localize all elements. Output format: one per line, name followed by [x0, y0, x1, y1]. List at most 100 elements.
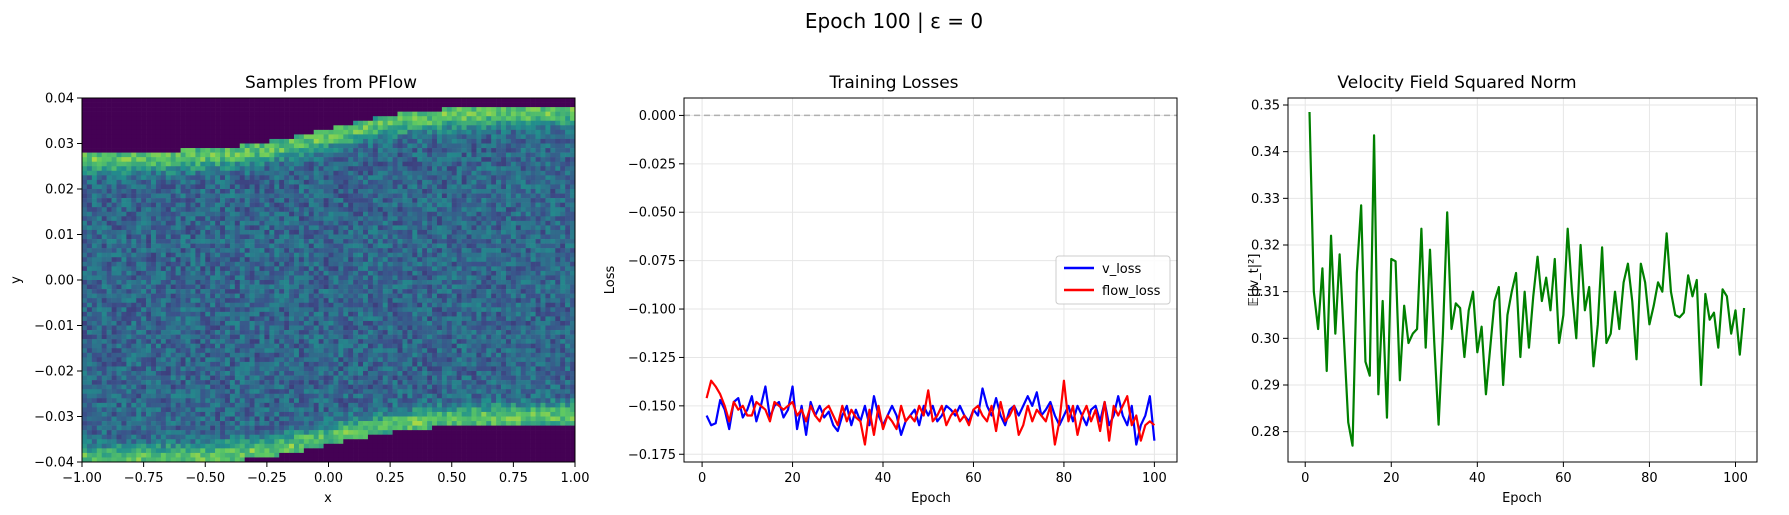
heatmap-cell — [259, 248, 265, 253]
heatmap-cell — [565, 148, 571, 153]
heatmap-cell — [505, 189, 512, 194]
heatmap-cell — [170, 198, 176, 203]
heatmap-cell — [210, 143, 216, 149]
heatmap-cell — [131, 248, 137, 253]
heatmap-cell — [436, 220, 443, 226]
heatmap-cell — [318, 289, 324, 294]
heatmap-cell — [146, 234, 152, 240]
heatmap-cell — [126, 98, 132, 103]
heatmap-cell — [550, 302, 556, 308]
heatmap-cell — [254, 229, 260, 235]
heatmap-cell — [279, 243, 285, 249]
heatmap-cell — [367, 316, 374, 322]
heatmap-cell — [195, 193, 201, 199]
heatmap-cell — [427, 225, 433, 231]
heatmap-cell — [451, 189, 457, 194]
heatmap-cell — [229, 189, 236, 194]
heatmap-cell — [215, 280, 221, 285]
heatmap-cell — [131, 266, 137, 272]
heatmap-cell — [234, 170, 241, 176]
heatmap-cell — [422, 111, 428, 117]
heatmap-cell — [313, 239, 319, 244]
heatmap-cell — [446, 116, 453, 122]
heatmap-cell — [101, 270, 107, 276]
heatmap-cell — [427, 307, 433, 313]
heatmap-cell — [264, 270, 270, 276]
heatmap-cell — [323, 298, 329, 304]
heatmap-cell — [229, 193, 236, 199]
heatmap-cell — [185, 284, 191, 290]
heatmap-cell — [106, 138, 112, 144]
heatmap-cell — [372, 298, 379, 304]
heatmap-cell — [101, 234, 107, 240]
heatmap-cell — [550, 289, 556, 294]
heatmap-cell — [155, 175, 162, 181]
heatmap-cell — [106, 107, 112, 112]
heatmap-cell — [244, 111, 250, 117]
heatmap-cell — [244, 189, 250, 194]
heatmap-cell — [96, 270, 103, 276]
heatmap-cell — [560, 243, 566, 249]
heatmap-cell — [318, 284, 324, 290]
heatmap-cell — [338, 316, 344, 322]
heatmap-cell — [151, 275, 157, 281]
heatmap-cell — [520, 134, 526, 140]
heatmap-cell — [195, 289, 201, 294]
heatmap-cell — [570, 252, 576, 258]
heatmap-cell — [82, 102, 88, 108]
heatmap-cell — [308, 102, 315, 108]
heatmap-cell — [170, 102, 176, 108]
heatmap-cell — [101, 189, 107, 194]
heatmap-cell — [318, 280, 324, 285]
heatmap-cell — [328, 125, 334, 131]
heatmap-cell — [520, 175, 526, 181]
heatmap-cell — [338, 179, 344, 185]
heatmap-cell — [535, 257, 541, 263]
heatmap-cell — [126, 202, 132, 208]
heatmap-cell — [397, 116, 403, 122]
heatmap-cell — [486, 243, 492, 249]
heatmap-cell — [550, 280, 556, 285]
heatmap-cell — [446, 170, 453, 176]
heatmap-cell — [303, 175, 310, 181]
heatmap-cell — [126, 234, 132, 240]
heatmap-cell — [392, 111, 398, 117]
heatmap-cell — [392, 234, 398, 240]
heatmap-cell — [343, 157, 349, 162]
heatmap-cell — [343, 252, 349, 258]
heatmap-cell — [481, 148, 487, 153]
heatmap-cell — [402, 102, 408, 108]
heatmap-cell — [476, 120, 482, 126]
heatmap-cell — [387, 148, 393, 153]
heatmap-cell — [417, 293, 423, 299]
heatmap-cell — [234, 239, 241, 244]
heatmap-cell — [293, 289, 300, 294]
heatmap-cell — [318, 225, 324, 231]
heatmap-cell — [155, 248, 162, 253]
heatmap-cell — [491, 102, 497, 108]
heatmap-cell — [560, 280, 566, 285]
heatmap-cell — [451, 220, 457, 226]
heatmap-cell — [259, 266, 265, 272]
heatmap-cell — [481, 138, 487, 144]
heatmap-cell — [274, 98, 280, 103]
heatmap-cell — [367, 211, 374, 217]
heatmap-cell — [451, 202, 457, 208]
heatmap-cell — [387, 134, 393, 140]
heatmap-cell — [565, 179, 571, 185]
heatmap-cell — [510, 193, 517, 199]
heatmap-cell — [121, 234, 127, 240]
heatmap-cell — [293, 138, 300, 144]
heatmap-cell — [550, 270, 556, 276]
heatmap-cell — [456, 302, 462, 308]
heatmap-cell — [200, 270, 206, 276]
heatmap-cell — [131, 152, 137, 158]
heatmap-cell — [111, 152, 117, 158]
heatmap-cell — [205, 266, 211, 272]
heatmap-cell — [101, 252, 107, 258]
heatmap-cell — [298, 261, 305, 267]
heatmap-cell — [491, 216, 497, 222]
heatmap-cell — [343, 211, 349, 217]
heatmap-cell — [239, 189, 245, 194]
heatmap-cell — [284, 261, 290, 267]
